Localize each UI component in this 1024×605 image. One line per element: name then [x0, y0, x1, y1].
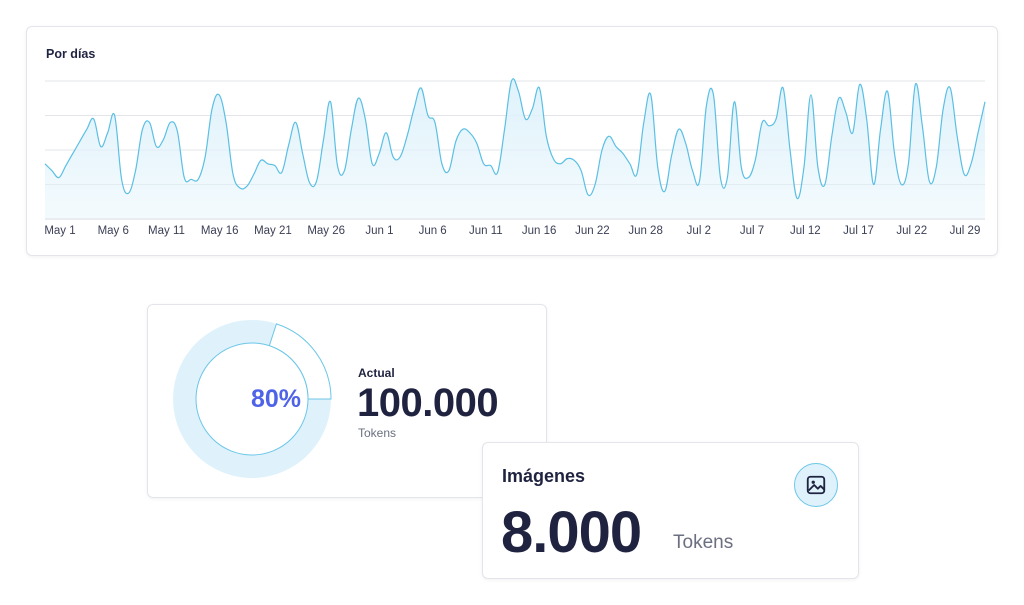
x-tick-label: Jul 7	[740, 225, 764, 237]
daily-usage-chart-card: Por días May 1 May 6 May 11 May 16 May 21 May…	[26, 26, 998, 256]
x-tick-label: Jun 22	[575, 225, 610, 237]
usage-card: 80% Actual 100.000 Tokens	[147, 304, 547, 498]
x-tick-label: May 16	[201, 225, 239, 237]
x-tick-label: Jun 16	[522, 225, 557, 237]
images-title: Imágenes	[502, 466, 586, 486]
x-tick-label: May 21	[254, 225, 292, 237]
series-line	[44, 78, 986, 200]
x-tick-label: Jul 22	[896, 225, 927, 237]
x-tick-label: Jun 11	[469, 225, 503, 237]
images-unit: Tokens	[673, 532, 734, 553]
usage-donut	[173, 320, 332, 478]
x-tick-label: Jul 17	[843, 225, 874, 237]
image-icon	[806, 475, 826, 495]
usage-label: Actual	[358, 366, 395, 380]
x-tick-label: May 6	[98, 225, 129, 237]
x-tick-label: Jun 28	[628, 225, 663, 237]
x-tick-label: Jun 6	[419, 225, 447, 237]
usage-value: 100.000	[357, 381, 499, 425]
image-icon-button[interactable]	[794, 463, 838, 507]
donut-inner-circle	[195, 342, 309, 456]
x-tick-label: May 1	[44, 225, 75, 237]
x-tick-label: May 11	[148, 225, 185, 237]
chart-title: Por días	[46, 47, 96, 61]
x-tick-label: Jul 29	[950, 225, 981, 237]
x-tick-label: Jun 1	[365, 225, 393, 237]
usage-percent: 80%	[250, 385, 302, 413]
x-tick-label: Jul 12	[790, 225, 821, 237]
x-tick-label: May 26	[307, 225, 345, 237]
daily-area-chart: May 1 May 6 May 11 May 16 May 21 May 26 Jun 1 J…	[44, 78, 986, 237]
images-card: Imágenes 8.000 Tokens	[482, 442, 859, 579]
usage-unit: Tokens	[358, 426, 397, 440]
x-tick-label: Jul 2	[687, 225, 711, 237]
series-area	[45, 78, 985, 220]
images-value: 8.000	[501, 500, 642, 565]
